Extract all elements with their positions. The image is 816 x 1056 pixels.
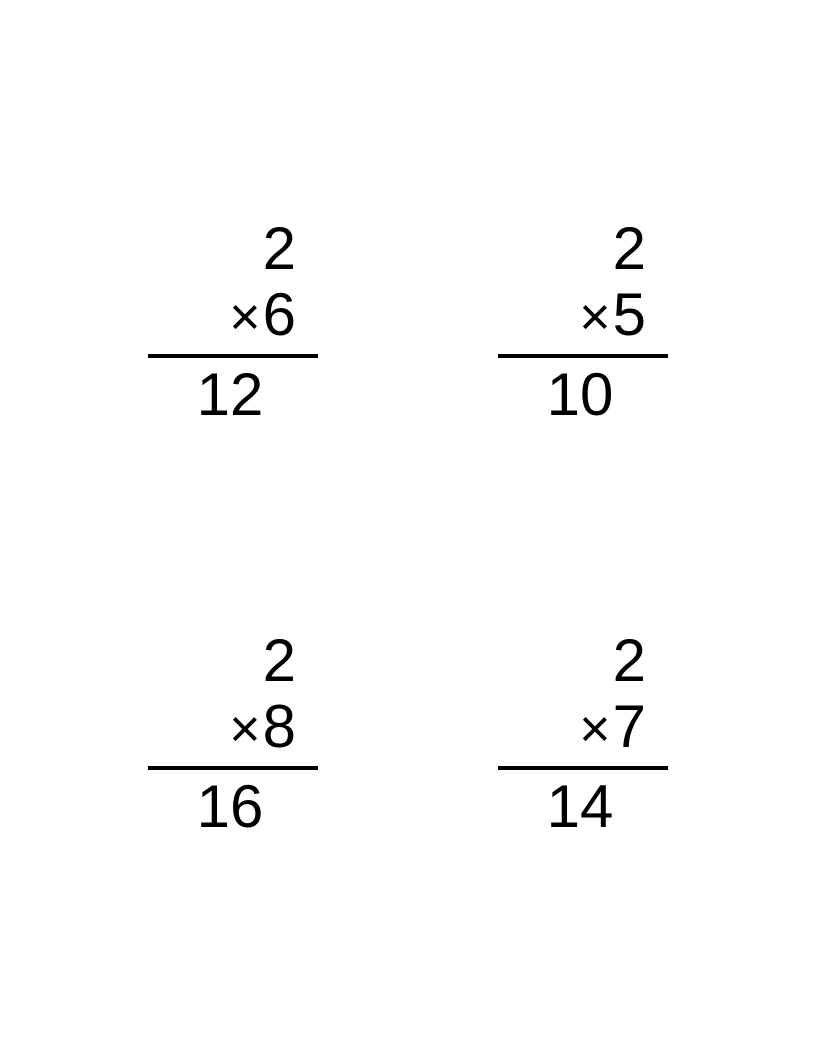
bottom-operand-line: × 6: [229, 282, 318, 348]
bottom-operand: 6: [263, 282, 296, 348]
top-operand: 2: [263, 216, 318, 282]
horizontal-rule: [498, 766, 668, 770]
product-result: 10: [547, 362, 620, 428]
top-operand: 2: [263, 628, 318, 694]
multiply-icon: ×: [579, 290, 611, 344]
multiplication-problem: 2 × 8 16: [148, 628, 318, 840]
bottom-operand: 7: [613, 694, 646, 760]
top-operand: 2: [613, 628, 668, 694]
multiply-icon: ×: [579, 702, 611, 756]
problem-row: 2 × 8 16 2 × 7 14: [148, 628, 668, 840]
multiplication-problem: 2 × 7 14: [498, 628, 668, 840]
multiply-icon: ×: [229, 290, 261, 344]
horizontal-rule: [498, 354, 668, 358]
bottom-operand-line: × 5: [579, 282, 668, 348]
horizontal-rule: [148, 766, 318, 770]
bottom-operand: 5: [613, 282, 646, 348]
top-operand: 2: [613, 216, 668, 282]
problem-row: 2 × 6 12 2 × 5 10: [148, 216, 668, 428]
bottom-operand-line: × 7: [579, 694, 668, 760]
product-result: 14: [547, 774, 620, 840]
multiplication-problem: 2 × 6 12: [148, 216, 318, 428]
horizontal-rule: [148, 354, 318, 358]
bottom-operand: 8: [263, 694, 296, 760]
product-result: 12: [197, 362, 270, 428]
multiplication-problem: 2 × 5 10: [498, 216, 668, 428]
multiply-icon: ×: [229, 702, 261, 756]
bottom-operand-line: × 8: [229, 694, 318, 760]
product-result: 16: [197, 774, 270, 840]
